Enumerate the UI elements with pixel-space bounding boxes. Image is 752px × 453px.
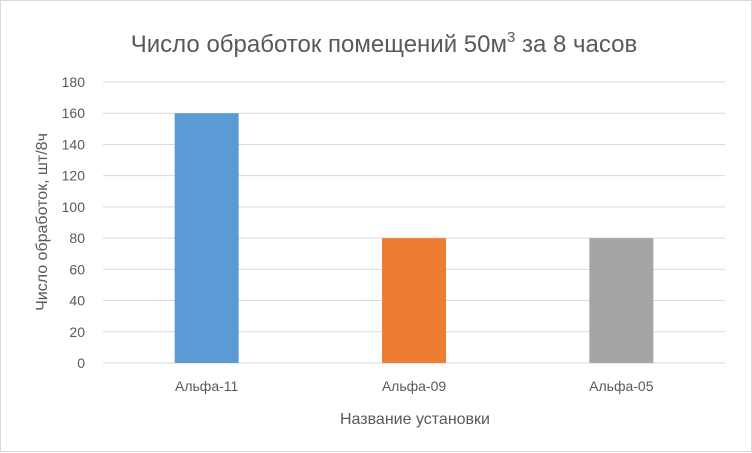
y-tick-label: 0	[77, 355, 85, 371]
x-tick-label: Альфа-05	[589, 378, 654, 394]
chart-title: Число обработок помещений 50м3 за 8 часо…	[131, 29, 638, 58]
bar-2	[382, 238, 446, 363]
x-tick-label: Альфа-09	[382, 378, 447, 394]
y-tick-label: 60	[69, 261, 85, 277]
bar-1	[174, 113, 239, 363]
y-tick-label: 180	[62, 74, 86, 90]
y-tick-label: 120	[62, 168, 86, 184]
x-axis-title: Название установки	[340, 411, 490, 428]
y-axis-ticks: 0 20 40 60 80 100 120 140 160 180	[62, 74, 86, 371]
y-tick-label: 160	[62, 105, 86, 121]
y-tick-label: 80	[69, 230, 85, 246]
y-axis-title: Число обработок, шт/8ч	[34, 133, 51, 311]
y-tick-label: 140	[62, 136, 86, 152]
y-tick-label: 40	[69, 293, 85, 309]
x-tick-label: Альфа-11	[175, 378, 239, 394]
bars	[174, 113, 654, 363]
y-tick-label: 100	[62, 199, 86, 215]
y-tick-label: 20	[69, 324, 85, 340]
bar-3	[589, 238, 654, 363]
x-axis-ticks: Альфа-11 Альфа-09 Альфа-05	[175, 378, 654, 394]
